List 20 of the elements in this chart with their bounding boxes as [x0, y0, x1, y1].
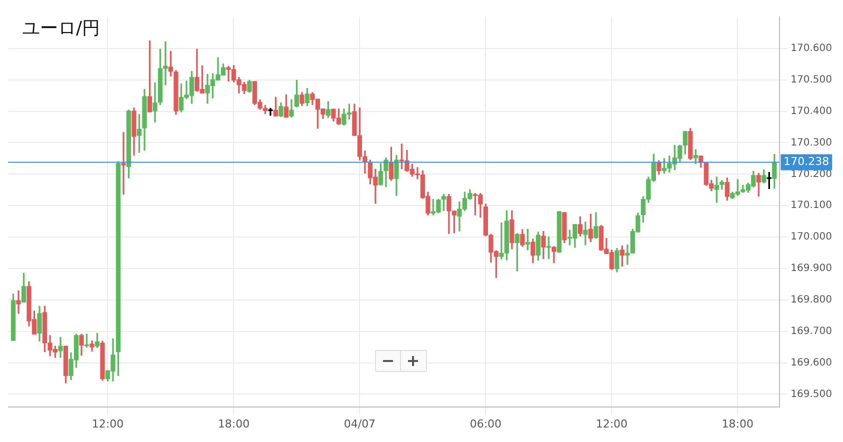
x-tick-label: 04/07: [344, 417, 376, 430]
chart-title: ユーロ/円: [22, 17, 100, 40]
y-tick-label: 169.900: [790, 263, 832, 274]
y-tick-label: 170.400: [790, 106, 832, 117]
x-tick-label: 12:00: [596, 417, 628, 430]
x-tick-label: 18:00: [722, 417, 754, 430]
x-tick-label: 06:00: [470, 417, 502, 430]
x-tick-label: 12:00: [92, 417, 124, 430]
y-tick-label: 170.000: [790, 232, 832, 243]
ref-line-label: 170.238: [784, 155, 830, 168]
y-tick-label: 170.300: [790, 137, 832, 148]
y-tick-label: 170.500: [790, 74, 832, 86]
x-tick-label: 18:00: [218, 417, 250, 430]
y-tick-label: 169.800: [790, 294, 832, 306]
y-tick-label: 169.600: [790, 357, 832, 368]
y-tick-label: 169.700: [790, 326, 832, 337]
y-tick-label: 170.100: [790, 200, 832, 212]
y-tick-label: 169.500: [790, 388, 832, 400]
y-tick-label: 170.200: [790, 168, 832, 180]
y-tick-label: 170.600: [790, 43, 832, 54]
